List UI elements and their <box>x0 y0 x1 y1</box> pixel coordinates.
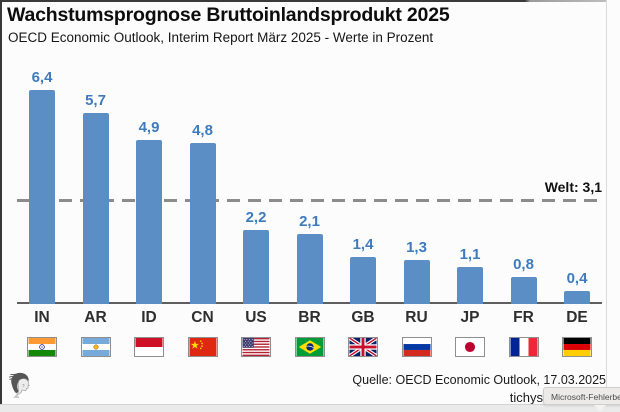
bar-value-br: 2,1 <box>299 213 320 230</box>
flag-us-icon <box>241 337 271 357</box>
bar-us <box>243 230 269 304</box>
flag-ru-icon <box>401 337 432 357</box>
window-left-border <box>0 0 2 404</box>
category-label-us: US <box>245 309 267 326</box>
flag-de-icon <box>562 337 592 357</box>
bar-value-jp: 1,1 <box>459 246 481 263</box>
tooltip-pointer <box>594 405 606 411</box>
tichys-einblick-hermes-logo-icon <box>7 371 35 401</box>
bar-value-id: 4,9 <box>138 119 160 136</box>
category-label-id: ID <box>141 309 157 326</box>
category-label-de: DE <box>566 309 588 326</box>
bar-br <box>296 234 323 304</box>
category-label-ar: AR <box>84 309 107 326</box>
bar-value-ru: 1,3 <box>406 239 427 256</box>
window-top-border <box>0 0 606 2</box>
bar-fr <box>510 277 537 304</box>
flag-br-icon <box>294 337 325 357</box>
category-label-cn: CN <box>191 309 214 326</box>
flag-fr-icon <box>508 337 539 357</box>
bar-value-in: 6,4 <box>31 69 53 86</box>
category-label-ru: RU <box>405 309 428 326</box>
flag-in-icon <box>27 337 57 357</box>
bar-in <box>29 90 55 304</box>
bar-gb <box>350 257 376 304</box>
world-average-dashed-line <box>17 199 602 202</box>
category-label-jp: JP <box>460 309 480 326</box>
bar-value-cn: 4,8 <box>192 122 213 139</box>
window-bottom-bar <box>0 404 620 412</box>
category-label-br: BR <box>298 309 321 326</box>
world-average-label: Welt: 3,1 <box>544 179 602 195</box>
chart-title: Wachstumsprognose Bruttoinlandsprodukt 2… <box>7 4 450 26</box>
flag-id-icon <box>134 337 164 357</box>
flag-cn-icon <box>187 337 218 357</box>
category-label-fr: FR <box>513 309 534 326</box>
window-right-border <box>606 0 607 404</box>
chart-subtitle: OECD Economic Outlook, Interim Report Mä… <box>8 30 434 45</box>
flag-gb-icon <box>348 337 378 357</box>
source-caption: Quelle: OECD Economic Outlook, 17.03.202… <box>352 373 606 387</box>
bar-ru <box>403 260 430 304</box>
flag-jp-icon <box>455 337 485 357</box>
bar-id <box>136 140 162 304</box>
bar-jp <box>457 267 483 304</box>
bar-value-ar: 5,7 <box>85 92 106 109</box>
bar-cn <box>189 143 216 304</box>
site-watermark: tichys <box>509 390 543 405</box>
bar-value-gb: 1,4 <box>352 236 374 253</box>
flag-ar-icon <box>80 337 111 357</box>
bar-value-de: 0,4 <box>566 270 588 287</box>
category-label-gb: GB <box>351 309 375 326</box>
bar-value-fr: 0,8 <box>513 256 534 273</box>
bar-ar <box>82 113 109 304</box>
category-label-in: IN <box>34 309 50 326</box>
system-tooltip: Microsoft-Fehlerbe <box>543 387 620 405</box>
bar-de <box>564 291 590 304</box>
bar-value-us: 2,2 <box>245 209 267 226</box>
